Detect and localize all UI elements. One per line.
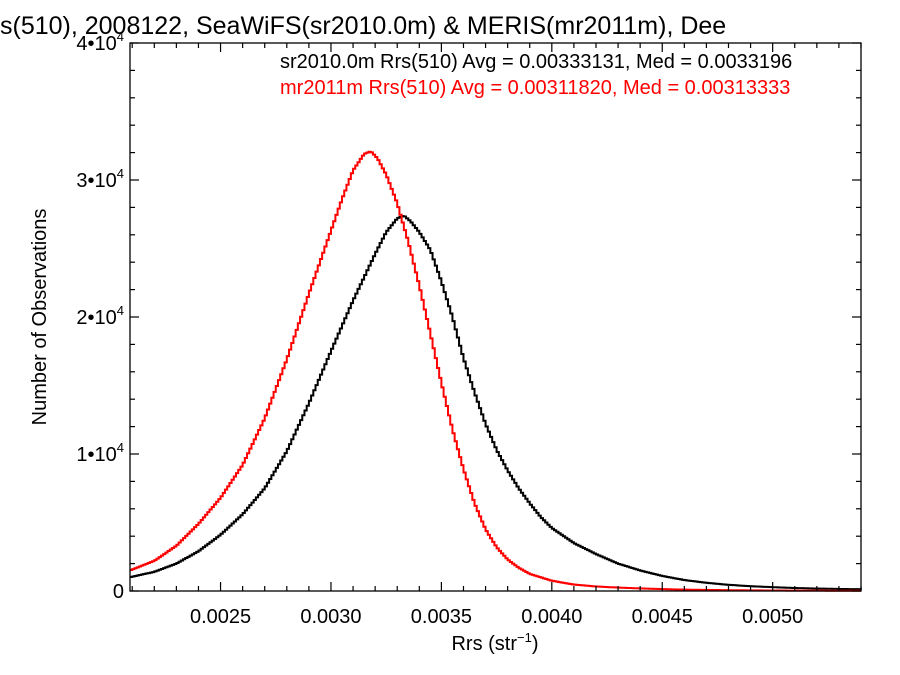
series-line-1 xyxy=(130,150,861,592)
y-tick-label: 0 xyxy=(113,581,124,603)
legend-entry-mr2011: mr2011m Rrs(510) Avg = 0.00311820, Med =… xyxy=(280,77,790,99)
x-tick-label: 0.0030 xyxy=(300,606,361,628)
ticks-layer: 0.0025 0.0030 0.0035 0.0040 0.0045 0.0050 0 1•1… xyxy=(76,29,862,628)
x-tick-label: 0.0040 xyxy=(521,606,582,628)
chart-title: s(510), 2008122, SeaWiFS(sr2010.0m) & ME… xyxy=(0,12,726,40)
x-axis-label-close: ) xyxy=(532,633,539,655)
x-tick-label: 0.0050 xyxy=(742,606,803,628)
y-tick-label: 2•104 xyxy=(76,303,124,329)
x-tick-label: 0.0035 xyxy=(411,606,472,628)
x-tick-label: 0.0025 xyxy=(190,606,251,628)
x-axis-label-main: Rrs (str xyxy=(451,633,517,655)
legend-entry-sr2010: sr2010.0m Rrs(510) Avg = 0.00333131, Med… xyxy=(280,51,792,73)
series-layer xyxy=(130,150,862,592)
x-tick-label: 0.0045 xyxy=(632,606,693,628)
x-axis-label: Rrs (str−1) xyxy=(451,630,538,655)
y-tick-label: 3•104 xyxy=(76,166,124,192)
y-tick-label: 4•104 xyxy=(76,29,124,55)
x-axis-label-sup: −1 xyxy=(517,630,532,645)
plot-frame xyxy=(129,42,862,592)
y-tick-label: 1•104 xyxy=(76,440,124,466)
y-axis-label: Number of Observations xyxy=(29,209,51,426)
series-line-0 xyxy=(130,215,862,591)
